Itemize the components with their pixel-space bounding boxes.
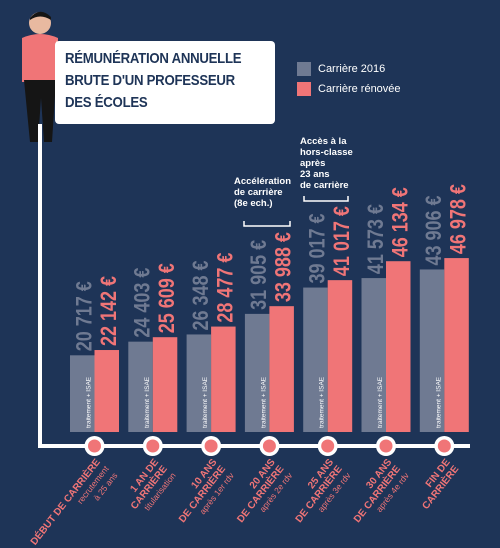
timeline-marker-inner-1 <box>146 439 160 453</box>
timeline-marker-inner-4 <box>321 439 335 453</box>
bar-note-2: traitement + ISAE <box>202 376 209 428</box>
value-label-carriere-renovee-5: 46 134 € <box>387 187 412 257</box>
value-label-carriere-2016-6: 43 906 € <box>421 195 446 265</box>
bar-carriere-2016-2 <box>186 334 212 432</box>
legend-swatch-carriere-renovee <box>297 82 311 96</box>
annotation-acceleration: Accélération de carrière (8e ech.) <box>234 176 291 209</box>
title-line-2: BRUTE D'UN PROFESSEUR <box>65 72 235 89</box>
person-shirt <box>22 34 58 82</box>
annotation-hors-classe-line-4: 23 ans <box>300 169 330 180</box>
bar-note-1: traitement + ISAE <box>144 376 151 428</box>
annotation-hors-classe-line-3: après <box>300 158 326 169</box>
value-label-carriere-renovee-3: 33 988 € <box>271 232 296 302</box>
timeline-marker-inner-6 <box>437 439 451 453</box>
value-label-carriere-2016-1: 24 403 € <box>130 268 155 338</box>
timeline-marker-inner-3 <box>262 439 276 453</box>
bar-carriere-2016-4 <box>303 287 328 432</box>
annotation-acceleration-line-2: de carrière <box>234 187 283 198</box>
annotation-acceleration-line-3: (8e ech.) <box>234 198 273 209</box>
bar-carriere-2016-6 <box>419 269 445 432</box>
annotation-hors-classe-line-1: Accès à la <box>300 136 347 147</box>
bar-carriere-renovee-5 <box>386 261 411 432</box>
annotation-hors-classe-line-5: de carrière <box>300 180 349 191</box>
bar-note-3: traitement + ISAE <box>260 376 267 428</box>
person-hair <box>30 11 51 20</box>
person-trousers <box>24 80 56 142</box>
legend-swatch-carriere-2016 <box>297 62 311 76</box>
annotation-acceleration-bracket <box>243 221 291 227</box>
legend-item-carriere-2016: Carrière 2016 <box>297 62 385 76</box>
value-label-carriere-renovee-4: 41 017 € <box>329 206 354 276</box>
value-label-carriere-renovee-0: 22 142 € <box>96 276 121 346</box>
value-label-carriere-2016-3: 31 905 € <box>246 240 271 310</box>
value-label-carriere-renovee-2: 28 477 € <box>212 253 237 323</box>
value-label-carriere-2016-0: 20 717 € <box>71 281 96 351</box>
bar-note-6: traitement + ISAE <box>435 376 442 428</box>
bar-carriere-renovee-3 <box>269 306 294 432</box>
bar-carriere-renovee-1 <box>152 337 178 432</box>
category-label-0-line-0: DÉBUT DE CARRIÈRE <box>27 456 103 548</box>
value-label-carriere-renovee-6: 46 978 € <box>446 184 471 254</box>
legend-item-carriere-renovee: Carrière rénovée <box>297 82 401 96</box>
legend-label-carriere-renovee: Carrière rénovée <box>318 83 401 95</box>
bar-carriere-2016-1 <box>128 341 153 432</box>
bar-carriere-2016-3 <box>244 313 270 432</box>
bar-carriere-renovee-2 <box>211 326 236 432</box>
value-label-carriere-2016-2: 26 348 € <box>188 260 213 330</box>
bar-note-5: traitement + ISAE <box>377 376 384 428</box>
annotation-acceleration-line-1: Accélération <box>234 176 292 187</box>
bar-note-0: traitement + ISAE <box>86 376 93 428</box>
timeline-marker-inner-0 <box>88 439 101 453</box>
bar-note-4: traitement + ISAE <box>319 376 326 428</box>
bar-carriere-renovee-4 <box>327 280 353 432</box>
annotation-hors-classe-bracket <box>303 196 349 202</box>
bar-carriere-2016-0 <box>70 355 95 432</box>
bar-carriere-renovee-6 <box>444 258 469 432</box>
value-label-carriere-2016-4: 39 017 € <box>304 214 329 284</box>
title-box: RÉMUNÉRATION ANNUELLE BRUTE D'UN PROFESS… <box>55 41 275 124</box>
value-label-carriere-renovee-1: 25 609 € <box>154 263 179 333</box>
value-label-carriere-2016-5: 41 573 € <box>363 204 388 274</box>
title-line-1: RÉMUNÉRATION ANNUELLE <box>65 50 242 67</box>
timeline-marker-inner-5 <box>379 439 393 453</box>
title-line-3: DES ÉCOLES <box>65 94 148 111</box>
annotation-hors-classe: Accès à la hors-classe après 23 ans de c… <box>300 136 353 191</box>
bar-carriere-2016-5 <box>361 278 386 432</box>
legend-label-carriere-2016: Carrière 2016 <box>318 63 386 75</box>
annotation-hors-classe-line-2: hors-classe <box>300 147 353 158</box>
timeline-marker-inner-2 <box>204 439 218 453</box>
bar-carriere-renovee-0 <box>94 350 119 432</box>
